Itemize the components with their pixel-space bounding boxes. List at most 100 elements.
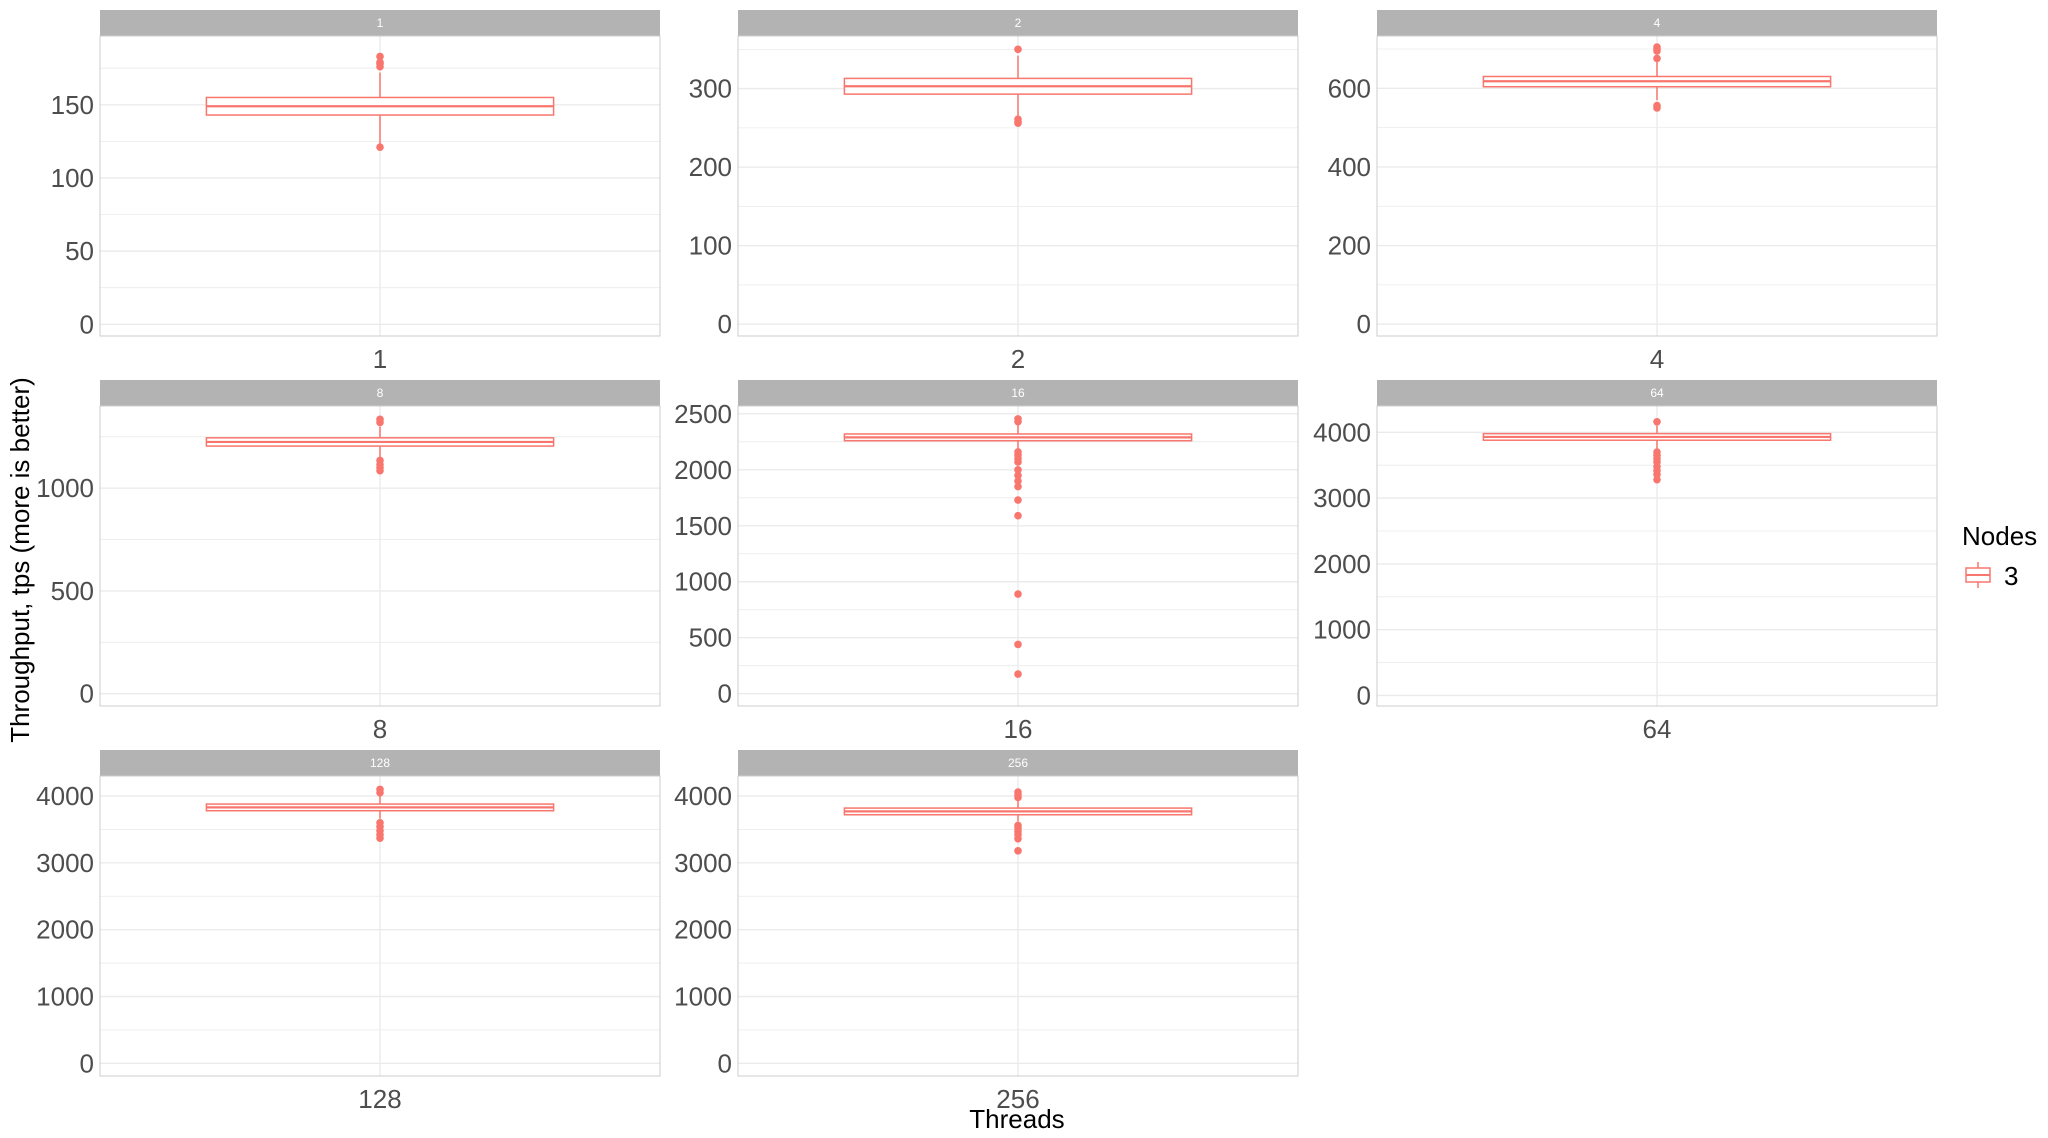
y-tick-label: 3000 [1313,483,1371,513]
y-tick-label: 0 [1357,680,1371,710]
outlier-point [1014,788,1022,796]
y-tick-label: 2500 [674,399,732,429]
legend: Nodes 3 [1962,521,2037,591]
y-tick-label: 3000 [36,848,94,878]
facet-strip-label: 1 [377,16,384,30]
facet-panel: 2 0 100 200 300 2 [689,10,1299,374]
x-tick-label: 128 [358,1084,401,1114]
facet-panel: 256 0 1000 2000 3000 4000 256 [674,750,1299,1114]
y-tick-label: 1000 [36,981,94,1011]
panel-border [737,405,1299,707]
y-axis-title: Throughput, tps (more is better) [5,377,35,743]
outlier-point [1014,466,1022,474]
outlier-point [1653,54,1661,63]
y-tick-label: 4000 [1313,417,1371,447]
facet-panel: 64 0 1000 2000 3000 4000 64 [1313,380,1938,744]
panel-border [99,775,661,1077]
y-tick-label: 500 [51,576,94,606]
y-tick-label: 0 [718,1048,732,1078]
facet-strip [738,750,1298,776]
outlier-point [1014,45,1022,54]
facet-strip [100,380,660,406]
y-tick-label: 4000 [36,781,94,811]
y-tick-label: 3000 [674,848,732,878]
y-tick-label: 100 [51,163,94,193]
x-tick-label: 64 [1643,714,1672,744]
panel-border [1376,35,1938,337]
y-tick-label: 0 [80,1048,94,1078]
x-axis-title: Threads [969,1104,1064,1134]
facet-strip-label: 16 [1011,386,1025,400]
x-tick-label: 4 [1650,344,1664,374]
outlier-point [1014,670,1022,678]
facet-panel: 16 0 500 1000 1500 2000 2500 16 [674,380,1299,744]
y-tick-label: 200 [689,152,732,182]
y-tick-label: 0 [80,679,94,709]
panel-border [737,35,1299,337]
facet-strip-label: 128 [370,756,390,770]
panel-border [99,405,661,707]
facet-strip-label: 2 [1015,16,1022,30]
outlier-point [1014,477,1022,485]
outlier-point [1014,471,1022,480]
outlier-point [1014,496,1022,504]
y-tick-label: 2000 [36,915,94,945]
outlier-point [1014,448,1022,456]
outlier-point [376,52,384,61]
outlier-point [1653,448,1661,456]
outlier-point [1653,475,1661,484]
legend-title: Nodes [1962,521,2037,551]
outlier-point [1653,101,1661,110]
y-tick-label: 100 [689,231,732,261]
outlier-point [1014,482,1022,491]
facet-strip [1377,10,1937,36]
outlier-point [1653,417,1661,426]
legend-key-box-icon [1965,562,1991,588]
facet-strip [738,10,1298,36]
facet-panels: 1 0 50 100 150 1 2 0 100 200 300 2 4 0 200 400 600 4 8 0 500… [36,10,1938,1114]
facet-strip-label: 256 [1008,756,1028,770]
facet-strip [100,10,660,36]
panel-border [737,775,1299,1077]
x-tick-label: 2 [1011,344,1025,374]
outlier-point [1014,415,1022,423]
outlier-point [1014,640,1022,649]
y-tick-label: 1000 [1313,615,1371,645]
y-tick-label: 400 [1328,152,1371,182]
x-tick-label: 8 [373,714,387,744]
outlier-point [376,415,384,424]
y-tick-label: 0 [718,309,732,339]
facet-strip-label: 64 [1650,386,1664,400]
facet-strip-label: 8 [377,386,384,400]
y-tick-label: 0 [80,309,94,339]
legend-entry-label: 3 [2004,561,2018,591]
y-tick-label: 300 [689,74,732,104]
y-tick-label: 200 [1328,231,1371,261]
outlier-point [376,785,384,794]
y-tick-label: 1000 [36,473,94,503]
y-tick-label: 4000 [674,781,732,811]
outlier-point [1014,511,1022,520]
y-tick-label: 2000 [1313,549,1371,579]
x-tick-label: 256 [996,1084,1039,1114]
facet-panel: 1 0 50 100 150 1 [51,10,661,374]
outlier-point [1653,43,1661,51]
facet-strip-label: 4 [1654,16,1661,30]
x-tick-label: 1 [373,344,387,374]
facet-panel: 4 0 200 400 600 4 [1328,10,1938,374]
y-tick-label: 500 [689,623,732,653]
facet-panel: 8 0 500 1000 8 [36,380,661,744]
panel-border [1376,405,1938,707]
outlier-point [1014,821,1022,830]
facet-strip [738,380,1298,406]
facet-panel: 128 0 1000 2000 3000 4000 128 [36,750,661,1114]
panel-border [99,35,661,337]
facet-strip [100,750,660,776]
y-tick-label: 2000 [674,455,732,485]
x-tick-label: 16 [1004,714,1033,744]
y-tick-label: 0 [1357,309,1371,339]
y-tick-label: 0 [718,679,732,709]
outlier-point [376,58,384,67]
y-tick-label: 1000 [674,567,732,597]
